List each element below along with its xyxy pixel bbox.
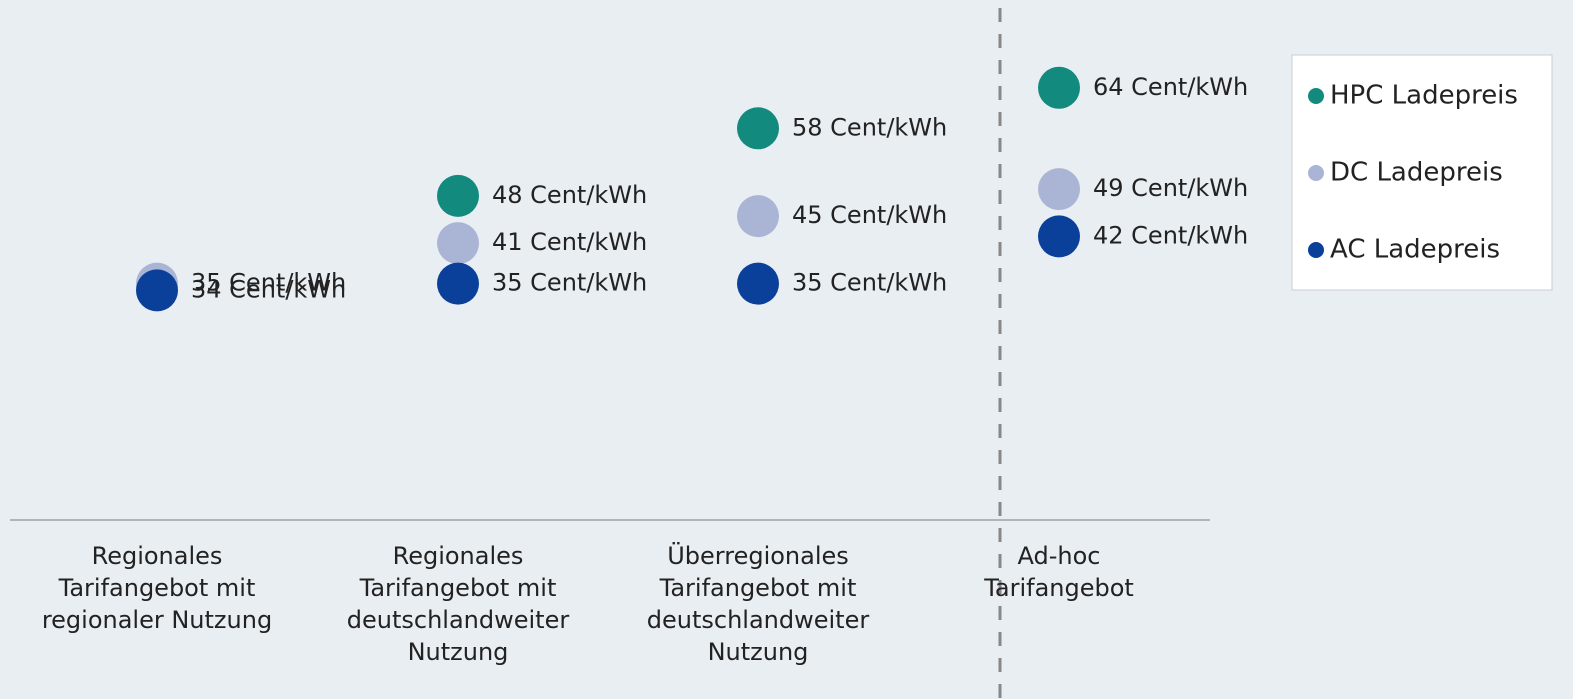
legend-label: AC Ladepreis <box>1330 235 1500 265</box>
dot <box>737 195 779 238</box>
dot <box>737 262 779 305</box>
value-label: 35 Cent/kWh <box>191 269 346 297</box>
category-label: Regionales Tarifangebot mit deutschlandw… <box>346 542 570 666</box>
dot <box>136 269 178 312</box>
value-label: 64 Cent/kWh <box>1093 73 1248 101</box>
dot <box>437 262 479 305</box>
dot <box>437 174 479 217</box>
value-label: 48 Cent/kWh <box>492 181 647 209</box>
value-label: 34 Cent/kWh <box>191 275 346 303</box>
category-label: Regionales Tarifangebot mit regionaler N… <box>41 542 273 634</box>
value-label: 41 Cent/kWh <box>492 228 647 256</box>
dot <box>437 222 479 265</box>
category-label: Überregionales Tarifangebot mit deutschl… <box>646 542 870 666</box>
dot <box>737 107 779 150</box>
legend-label: DC Ladepreis <box>1330 158 1503 188</box>
dot <box>1038 215 1080 258</box>
category-label: Ad-hoc Tarifangebot <box>984 542 1134 602</box>
value-label: 45 Cent/kWh <box>792 201 947 229</box>
value-label: 58 Cent/kWh <box>792 113 947 141</box>
value-label: 49 Cent/kWh <box>1093 174 1248 202</box>
legend-marker <box>1308 88 1324 104</box>
dot <box>1038 168 1080 211</box>
legend-marker <box>1308 242 1324 258</box>
value-label: 35 Cent/kWh <box>492 269 647 297</box>
dot <box>1038 66 1080 109</box>
value-label: 42 Cent/kWh <box>1093 221 1248 249</box>
value-label: 35 Cent/kWh <box>792 269 947 297</box>
legend-marker <box>1308 165 1324 181</box>
legend-box <box>1291 54 1553 291</box>
legend-label: HPC Ladepreis <box>1330 81 1518 111</box>
